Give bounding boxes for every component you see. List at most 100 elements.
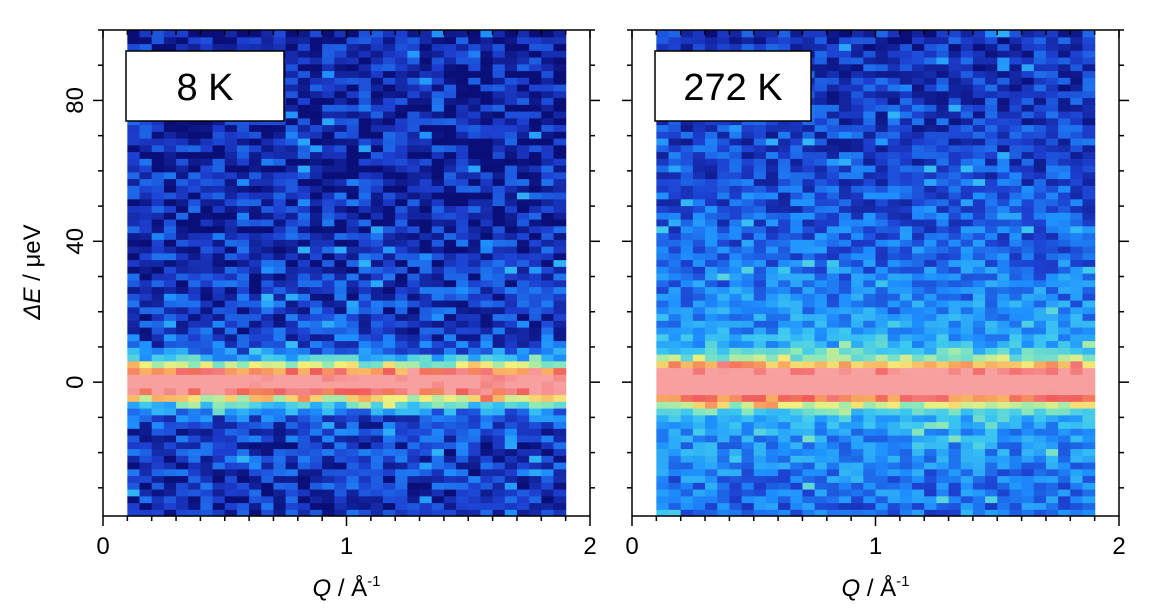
heatmap-cell [370,482,384,490]
heatmap-cell [838,111,852,119]
heatmap-cell [249,374,262,382]
heatmap-cell [1021,475,1035,483]
heatmap-cell [1021,178,1035,186]
heatmap-cell [346,320,360,328]
heatmap-cell [224,30,238,38]
heatmap-cell [985,111,998,119]
heatmap-cell [480,84,494,92]
heatmap-cell [346,300,360,308]
heatmap-cell [334,421,348,429]
heatmap-cell [875,84,889,92]
heatmap-cell [407,225,421,234]
heatmap-cell [236,428,250,436]
heatmap-cell [838,401,852,409]
heatmap-cell [997,198,1011,207]
heatmap-cell [541,502,555,510]
heatmap-cell [887,502,901,510]
heatmap-cell [492,286,506,294]
heatmap-cell [322,448,335,456]
heatmap-cell [334,482,348,490]
heatmap-cell [516,111,530,119]
heatmap-cell [863,468,877,477]
heatmap-cell [419,327,433,335]
heatmap-cell [680,131,694,139]
heatmap-cell [249,367,262,375]
heatmap-cell [407,219,421,227]
heatmap-cell [249,421,262,429]
heatmap-cell [200,293,214,301]
heatmap-cell [717,408,731,416]
heatmap-cell [997,131,1011,139]
heatmap-cell [1045,327,1059,335]
x-tick-label: 2 [583,533,596,560]
heatmap-cell [717,354,731,362]
heatmap-cell [309,97,323,105]
heatmap-cell [851,300,864,308]
heatmap-cell [936,462,950,470]
heatmap-cell [997,455,1011,463]
heatmap-cell [717,158,731,166]
heatmap-cell [887,495,901,504]
heatmap-cell [972,408,986,416]
heatmap-cell [826,279,840,288]
heatmap-cell [504,360,518,369]
heatmap-cell [273,178,287,186]
heatmap-cell [516,259,530,267]
heatmap-cell [334,97,348,105]
heatmap-cell [139,428,153,436]
heatmap-cell [948,219,962,227]
heatmap-cell [419,340,433,348]
heatmap-cell [297,36,311,45]
heatmap-cell [188,327,201,335]
heatmap-cell [729,266,743,274]
heatmap-cell [863,97,877,105]
heatmap-cell [297,273,311,281]
heatmap-cell [887,165,901,173]
heatmap-cell [395,225,408,234]
heatmap-cell [924,320,937,328]
heatmap-cell [431,138,445,146]
heatmap-cell [814,151,828,159]
heatmap-cell [887,117,901,126]
heatmap-cell [492,212,506,220]
heatmap-cell [1070,387,1084,396]
heatmap-cell [443,448,457,456]
heatmap-cell [468,212,482,220]
heatmap-cell [419,97,433,105]
heatmap-cell [863,144,877,153]
heatmap-cell [516,394,530,402]
heatmap-cell [802,306,816,315]
heatmap-cell [972,131,986,139]
heatmap-cell [176,151,189,159]
heatmap-cell [407,259,421,267]
heatmap-cell [309,381,323,389]
heatmap-cell [838,232,852,240]
heatmap-cell [127,225,141,234]
heatmap-cell [729,468,743,477]
heatmap-cell [529,43,542,51]
heatmap-cell [419,489,433,497]
heatmap-cell [443,482,457,490]
heatmap-cell [504,205,518,213]
heatmap-cell [705,279,718,288]
heatmap-cell [875,468,889,477]
heatmap-cell [960,219,974,227]
heatmap-cell [960,131,974,139]
heatmap-cell [261,293,275,301]
heatmap-cell [887,320,901,328]
heatmap-cell [887,381,901,389]
heatmap-cell [504,111,518,119]
heatmap-cell [924,374,937,382]
heatmap-cell [863,252,877,261]
heatmap-cell [863,266,877,274]
heatmap-cell [443,63,457,72]
heatmap-cell [778,306,791,315]
heatmap-cell [790,225,804,234]
heatmap-cell [383,455,396,463]
heatmap-cell [443,138,457,146]
heatmap-cell [668,124,682,132]
heatmap-cell [468,374,482,382]
heatmap-cell [948,333,962,342]
heatmap-cell [127,489,141,497]
heatmap-cell [468,63,482,72]
